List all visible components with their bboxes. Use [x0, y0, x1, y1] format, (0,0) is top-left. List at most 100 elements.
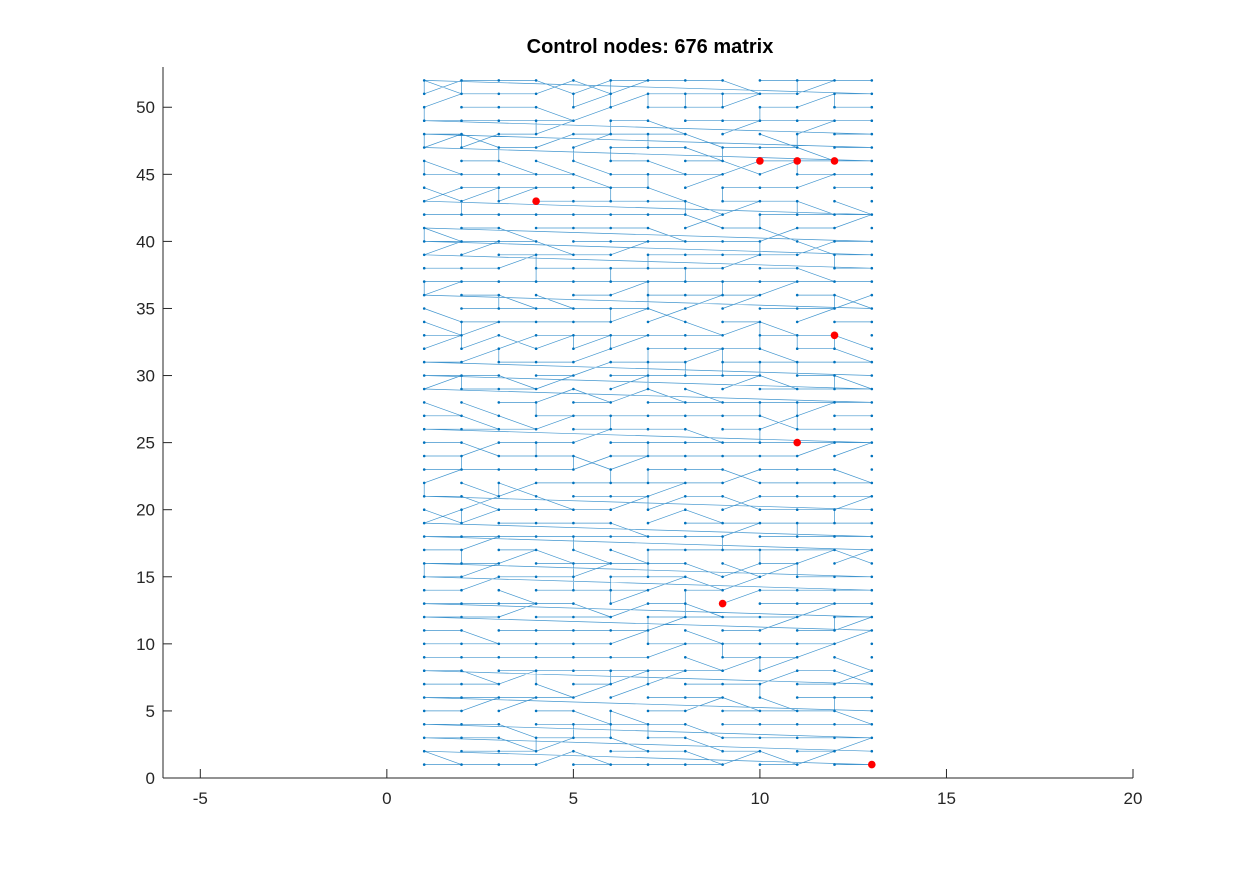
graph-node — [497, 521, 501, 525]
graph-node — [609, 548, 612, 552]
graph-node — [721, 334, 724, 337]
graph-node — [833, 427, 836, 431]
graph-node — [684, 132, 687, 136]
graph-node — [460, 320, 463, 324]
graph-node — [721, 307, 724, 310]
graph-node — [870, 92, 874, 96]
graph-node — [833, 709, 836, 713]
graph-node — [795, 173, 799, 176]
graph-node — [795, 763, 799, 766]
graph-node — [572, 374, 575, 377]
graph-node — [833, 347, 836, 351]
graph-node — [497, 132, 501, 136]
graph-node — [534, 682, 538, 686]
graph-node — [534, 495, 538, 498]
graph-node — [572, 682, 575, 686]
graph-node — [721, 548, 724, 552]
graph-node — [572, 562, 575, 565]
graph-node — [572, 320, 575, 324]
graph-node — [609, 280, 612, 283]
graph-node — [534, 441, 538, 444]
graph-node — [870, 414, 874, 418]
graph-node — [497, 213, 501, 216]
graph-node — [534, 562, 538, 565]
graph-node — [460, 454, 463, 458]
control-node — [830, 331, 839, 340]
graph-node — [646, 749, 650, 753]
graph-node — [534, 481, 538, 485]
graph-node — [833, 79, 836, 82]
graph-node — [460, 226, 463, 230]
graph-node — [721, 401, 724, 404]
graph-node — [460, 441, 463, 444]
graph-node — [460, 562, 463, 565]
graph-node — [758, 763, 762, 766]
graph-node — [534, 374, 538, 377]
graph-node — [684, 521, 687, 525]
graph-node — [534, 427, 538, 431]
graph-node — [721, 495, 724, 498]
graph-node — [422, 656, 426, 659]
graph-node — [870, 709, 874, 713]
graph-node — [795, 105, 799, 109]
graph-node — [422, 280, 426, 283]
graph-node — [534, 696, 538, 699]
graph-node — [572, 401, 575, 404]
graph-node — [422, 682, 426, 686]
graph-node — [721, 146, 724, 149]
graph-node — [721, 521, 724, 525]
graph-node — [721, 682, 724, 686]
graph-node — [422, 736, 426, 740]
graph-node — [646, 656, 650, 659]
graph-node — [795, 360, 799, 364]
graph-node — [833, 105, 836, 109]
graph-node — [721, 696, 724, 699]
graph-node — [609, 374, 612, 377]
graph-node — [460, 307, 463, 310]
graph-node — [572, 642, 575, 646]
graph-node — [795, 280, 799, 283]
graph-node — [609, 709, 612, 713]
graph-node — [684, 334, 687, 337]
graph-node — [684, 307, 687, 310]
graph-node — [758, 749, 762, 753]
graph-node — [758, 682, 762, 686]
graph-node — [684, 656, 687, 659]
graph-node — [684, 92, 687, 96]
graph-node — [609, 562, 612, 565]
graph-node — [497, 588, 501, 592]
graph-node — [646, 548, 650, 552]
graph-node — [721, 119, 724, 122]
graph-node — [758, 105, 762, 109]
graph-node — [609, 575, 612, 579]
graph-node — [572, 226, 575, 230]
graph-node — [833, 535, 836, 538]
control-node — [793, 438, 801, 447]
graph-node — [870, 387, 874, 391]
graph-node — [572, 696, 575, 699]
graph-node — [460, 763, 463, 766]
graph-node — [422, 79, 426, 82]
graph-node — [684, 468, 687, 471]
graph-node — [497, 481, 501, 485]
control-node — [830, 157, 839, 165]
graph-node — [534, 656, 538, 659]
graph-node — [497, 401, 501, 404]
graph-node — [609, 347, 612, 351]
graph-node — [609, 199, 612, 203]
x-tick-label: 15 — [937, 789, 956, 808]
graph-node — [758, 535, 762, 538]
graph-node — [684, 508, 687, 512]
graph-node — [870, 240, 874, 243]
graph-node — [609, 92, 612, 96]
graph-node — [684, 159, 687, 163]
graph-node — [684, 360, 687, 364]
graph-node — [833, 374, 836, 377]
graph-node — [497, 173, 501, 176]
graph-node — [497, 320, 501, 324]
graph-node — [721, 132, 724, 136]
control-nodes-layer — [532, 157, 876, 769]
graph-node — [721, 468, 724, 471]
graph-node — [833, 119, 836, 122]
graph-node — [833, 602, 836, 605]
